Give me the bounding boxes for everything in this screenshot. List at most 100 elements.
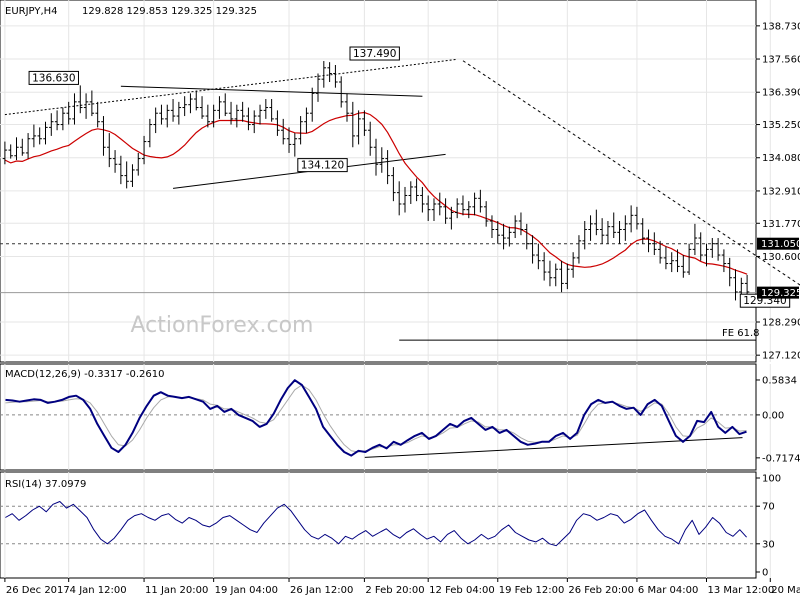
ohlc-bar — [431, 198, 437, 222]
ohlc-bar — [675, 249, 680, 273]
ohlc-bar — [159, 104, 164, 125]
ohlc-bar — [327, 62, 332, 83]
ohlc-bar — [194, 90, 199, 111]
ohlc-bar — [454, 198, 460, 219]
ohlc-bar — [733, 269, 738, 301]
ohlc-bar — [686, 243, 692, 275]
ohlc-bar — [715, 238, 721, 261]
ohlc-bar — [605, 221, 611, 244]
fe-618-label: FE 61.8 — [722, 328, 760, 339]
rsi-tick-label: 0 — [762, 568, 768, 579]
ohlc-bar — [72, 93, 77, 125]
ohlc-bar — [565, 263, 570, 290]
rsi-tick-label: 70 — [762, 502, 775, 513]
annotation-label: 136.630 — [32, 72, 75, 84]
price-tick-label: 127.120 — [762, 351, 800, 362]
ohlc-bar — [315, 73, 321, 102]
annotation-label: 134.120 — [301, 160, 344, 172]
price-panel[interactable]: ActionForex.com FE 61.8 136.630 137.490 13… — [0, 0, 800, 363]
ohlc-bar — [275, 110, 280, 136]
ohlc-bar — [512, 215, 518, 239]
time-tick-label: 11 Jan 20:00 — [145, 585, 208, 596]
ohlc-bar — [443, 198, 448, 224]
price-level-badge — [757, 237, 799, 250]
ohlc-bar — [333, 64, 338, 88]
ohlc-bar — [124, 161, 129, 189]
ohlc-bar — [136, 152, 141, 176]
watermark-text: ActionForex.com — [131, 313, 314, 338]
ohlc-bar — [547, 260, 553, 287]
ohlc-bar — [657, 240, 663, 264]
macd-plot-frame — [0, 363, 757, 471]
ohlc-bar — [130, 164, 135, 187]
ohlc-bar — [101, 116, 106, 156]
ohlc-bar — [252, 110, 257, 134]
ohlc-bar — [420, 186, 425, 213]
price-tick-label: 137.560 — [762, 55, 800, 66]
rsi-plot-frame — [0, 471, 757, 579]
ohlc-bar — [350, 101, 356, 148]
ohlc-bar — [176, 101, 182, 125]
ohlc-bar — [14, 137, 19, 161]
macd-panel[interactable]: 0.5834 0.00 -0.7174 MACD(12,26,9) -0.3317 … — [0, 363, 800, 471]
ohlc-bar — [663, 246, 669, 270]
time-tick-label: 6 Mar 04:00 — [638, 585, 698, 596]
ohlc-bar — [594, 209, 599, 236]
ohlc-bar — [559, 260, 564, 293]
rsi-tick-label: 100 — [762, 474, 781, 485]
ohlc-bar — [257, 104, 263, 125]
macd-series-line — [5, 379, 747, 457]
ohlc-bar — [536, 243, 541, 270]
price-level-label: 129.325 — [761, 288, 800, 299]
ohlc-bar — [43, 121, 48, 145]
ohlc-bar — [223, 93, 228, 117]
ohlc-bar — [211, 104, 216, 128]
macd-tick-label: -0.7174 — [762, 453, 800, 464]
time-tick-label: 19 Feb 12:00 — [499, 585, 565, 596]
price-tick-label: 136.390 — [762, 88, 800, 99]
ohlc-bar — [78, 85, 83, 114]
ohlc-bar — [25, 133, 31, 159]
ohlc-bar — [391, 167, 396, 202]
ohlc-bar — [460, 195, 466, 216]
ohlc-bar — [188, 93, 193, 114]
ohlc-bar — [379, 147, 385, 173]
ohlc-bar — [373, 138, 379, 176]
ohlc-bar — [182, 96, 187, 117]
macd-axis: 0.5834 0.00 -0.7174 — [756, 375, 800, 464]
ohlc-bar — [310, 87, 315, 122]
ohlc-bar — [425, 195, 431, 222]
ohlc-bar — [698, 232, 703, 261]
ohlc-bar — [507, 226, 512, 247]
time-tick-label: 13 Mar 12:00 — [708, 585, 775, 596]
price-tick-label: 128.290 — [762, 317, 800, 328]
ohlc-bar — [321, 61, 327, 88]
rsi-panel[interactable]: 100 70 30 0 RSI(14) 37.0979 — [0, 471, 781, 579]
price-tick-label: 130.600 — [762, 252, 800, 263]
ohlc-bar — [518, 212, 524, 236]
ohlc-bar — [31, 124, 37, 148]
time-tick-label: 20 Mar 20:00 — [771, 585, 800, 596]
ohlc-bar — [628, 205, 634, 233]
price-level-badge — [757, 286, 799, 299]
ohlc-bar — [170, 99, 176, 122]
time-tick-label: 26 Jan 12:00 — [290, 585, 353, 596]
time-tick-label: 19 Jan 04:00 — [215, 585, 278, 596]
ohlc-bar — [298, 116, 303, 145]
ohlc-bar — [576, 235, 582, 264]
ohlc-bar — [2, 141, 8, 165]
time-tick-label: 2 Feb 20:00 — [365, 585, 424, 596]
ohlc-bar — [530, 235, 535, 264]
ohlc-bar — [449, 206, 454, 230]
ohlc-bar — [402, 186, 408, 213]
macd-trendline — [364, 437, 743, 458]
ohlc-bar — [141, 135, 147, 165]
ohlc-bar — [344, 93, 350, 122]
ohlc-bar — [83, 93, 89, 119]
ohlc-bar — [414, 178, 419, 202]
ohlc-bar — [234, 104, 240, 128]
price-tick-label: 138.730 — [762, 21, 800, 32]
annotation-label: 137.490 — [353, 48, 396, 60]
price-axis: 138.730 137.560 136.390 135.250 134.080 132.9… — [756, 21, 800, 362]
